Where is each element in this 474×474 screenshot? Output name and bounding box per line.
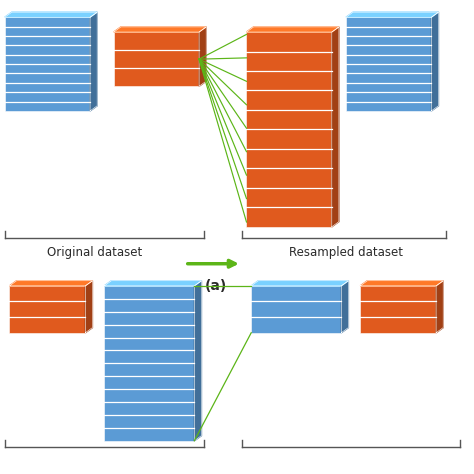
- Polygon shape: [85, 281, 92, 333]
- Polygon shape: [360, 281, 443, 286]
- Polygon shape: [9, 281, 92, 286]
- Polygon shape: [332, 27, 339, 227]
- Polygon shape: [194, 281, 201, 441]
- Bar: [114, 32, 199, 86]
- Bar: [5, 17, 90, 111]
- Text: Resampled dataset: Resampled dataset: [289, 246, 403, 259]
- Polygon shape: [431, 12, 438, 111]
- Polygon shape: [341, 281, 348, 333]
- Polygon shape: [5, 12, 97, 17]
- Bar: [104, 286, 194, 441]
- Text: (a): (a): [205, 279, 227, 292]
- Bar: [360, 286, 436, 333]
- Polygon shape: [199, 27, 206, 86]
- Text: Original dataset: Original dataset: [47, 246, 142, 259]
- Polygon shape: [114, 27, 206, 32]
- Polygon shape: [90, 12, 97, 111]
- Polygon shape: [104, 281, 201, 286]
- Bar: [251, 286, 341, 333]
- Bar: [346, 17, 431, 111]
- Polygon shape: [346, 12, 438, 17]
- Bar: [246, 32, 332, 227]
- Polygon shape: [246, 27, 339, 32]
- Polygon shape: [251, 281, 348, 286]
- Bar: [9, 286, 85, 333]
- Polygon shape: [436, 281, 443, 333]
